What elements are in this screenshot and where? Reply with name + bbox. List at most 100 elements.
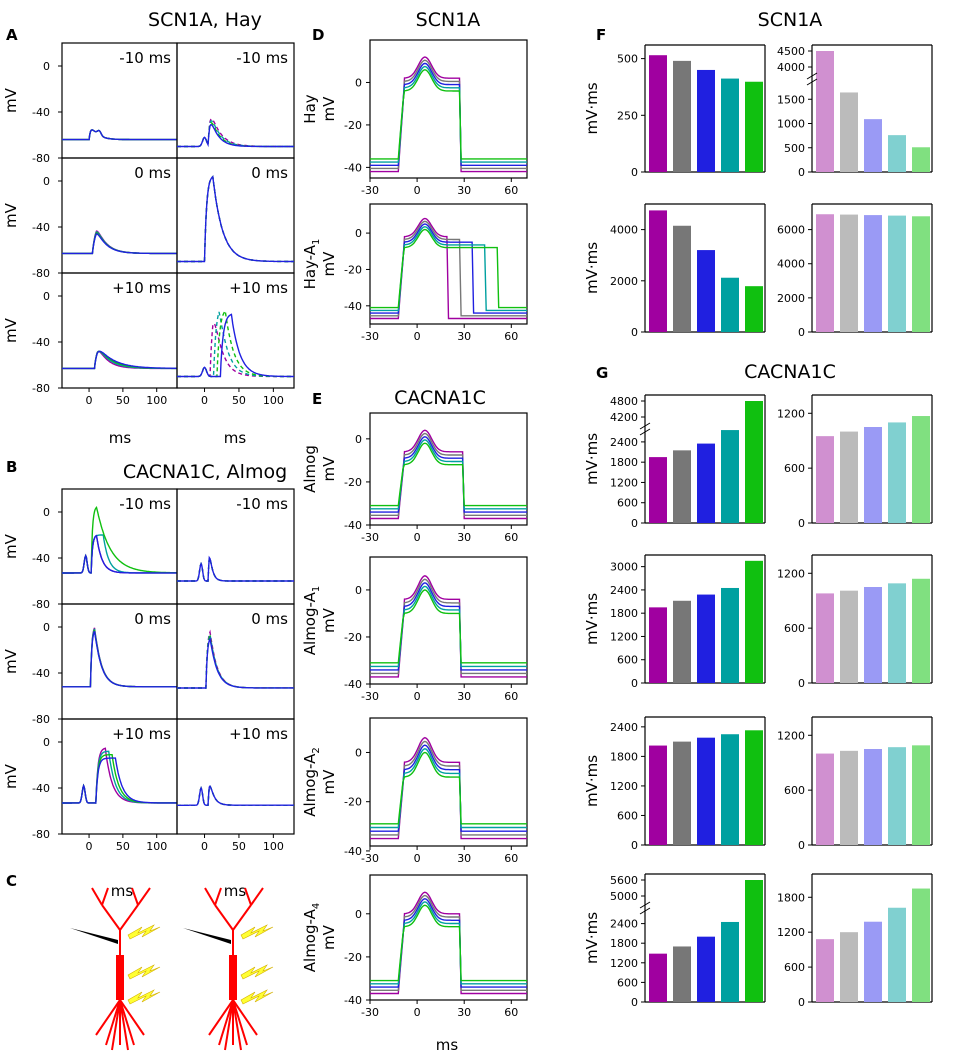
x-tick-label: 0 <box>414 852 421 865</box>
trace-0 <box>177 629 294 689</box>
y-tick-label: 0 <box>631 166 638 179</box>
bar-4 <box>745 560 763 683</box>
soma <box>116 955 124 1000</box>
dendrite-9 <box>208 999 234 1036</box>
x-tick-label: 60 <box>504 690 518 703</box>
y-tick-label: 0 <box>43 60 50 73</box>
y-tick-label: -20 <box>344 476 362 489</box>
y-axis-label: mV <box>320 769 338 795</box>
trace-1 <box>177 555 294 582</box>
panel-b-traces: -10 ms 0 -40 -80 mV -10 ms 0 ms 0 -40 -80 mV 0 ms +1… <box>2 488 295 853</box>
y-tick-label: -80 <box>32 713 50 726</box>
trace-0 <box>62 350 177 370</box>
trace-0 <box>177 175 294 263</box>
trace-0 <box>370 891 527 995</box>
dendrite-7 <box>105 999 121 1046</box>
x-axis-label: ms <box>436 1036 459 1054</box>
bar-4 <box>912 147 930 172</box>
x-tick-label: -30 <box>361 690 379 703</box>
x-tick-label: 0 <box>414 690 421 703</box>
y-tick-label: 4000 <box>610 224 638 237</box>
panel-letter-b: B <box>6 458 17 476</box>
trace-3 <box>370 748 527 829</box>
dendrite-4 <box>214 887 222 906</box>
y-tick-label: 250 <box>617 109 638 122</box>
trace-2 <box>370 223 527 314</box>
y-axis-label: mV <box>2 202 20 228</box>
trace-2 <box>177 122 294 148</box>
bar-1 <box>840 932 858 1002</box>
y-tick-label: 600 <box>784 622 805 635</box>
trace-axes-d0 <box>369 39 528 179</box>
bar-2 <box>864 215 882 332</box>
dendrite-7 <box>218 999 234 1046</box>
trace-2 <box>370 897 527 988</box>
bar-3 <box>721 921 739 1002</box>
bar-0 <box>816 436 834 523</box>
y-tick-label: 0 <box>631 996 638 1009</box>
y-axis-label: mV <box>2 87 20 113</box>
panel-a-traces: -10 ms 0 -40 -80 mV -10 ms 0 ms 0 -40 -80 mV 0 ms +1… <box>2 42 295 447</box>
bar-4 <box>912 578 930 683</box>
dendrite-1 <box>101 904 121 931</box>
trace-0 <box>62 534 177 574</box>
y-tick-label: -40 <box>344 300 362 313</box>
dendrite-3 <box>204 887 216 906</box>
panel-c-ms-label-right: ms <box>224 882 247 900</box>
trace-1 <box>177 120 294 148</box>
trace-2 <box>177 785 294 806</box>
y-tick-label: -20 <box>344 119 362 132</box>
y-tick-label: 0 <box>355 227 362 240</box>
panel-d-title: SCN1A <box>416 9 481 31</box>
y-axis-label: mV <box>2 317 20 343</box>
trace-2 <box>177 634 294 689</box>
y-tick-label: 5000 <box>610 890 638 903</box>
shift-label: 0 ms <box>134 164 171 182</box>
bar-2 <box>697 69 715 172</box>
trace-2 <box>370 582 527 671</box>
trace-0 <box>370 56 527 173</box>
x-tick-label: 50 <box>116 840 130 853</box>
trace-2 <box>62 506 177 574</box>
stimulus-bolt-2 <box>127 989 161 1005</box>
bar-3 <box>888 747 906 845</box>
stimulus-bolt-1 <box>127 964 161 980</box>
bar-0 <box>649 55 667 173</box>
bar-4 <box>912 416 930 523</box>
bar-3 <box>721 277 739 332</box>
y-tick-label: 2400 <box>610 436 638 449</box>
electrode <box>183 928 231 944</box>
x-tick-label: 0 <box>414 1006 421 1019</box>
y-tick-label: -40 <box>344 845 362 858</box>
x-axis-label: ms <box>224 429 247 447</box>
bar-1 <box>673 60 691 172</box>
y-tick-label: 0 <box>43 736 50 749</box>
axis-break <box>639 901 651 915</box>
bar-1 <box>840 214 858 332</box>
trace-0 <box>370 575 527 678</box>
x-tick-label: 0 <box>414 531 421 544</box>
y-tick-label: 600 <box>617 497 638 510</box>
shift-label: +10 ms <box>229 279 288 297</box>
shift-label: +10 ms <box>112 725 171 743</box>
trace-3 <box>62 757 177 804</box>
neuron-sketch-right <box>183 887 274 1051</box>
x-tick-label: -30 <box>361 184 379 197</box>
trace-1 <box>370 220 527 317</box>
shift-label: -10 ms <box>119 495 171 513</box>
trace-1 <box>370 432 527 516</box>
y-tick-label: 0 <box>43 290 50 303</box>
y-tick-label: 0 <box>798 677 805 690</box>
dendrite-10 <box>119 999 145 1036</box>
y-tick-label: -20 <box>344 263 362 276</box>
trace-4 <box>370 589 527 664</box>
x-tick-label: 30 <box>457 184 471 197</box>
x-tick-label: 0 <box>86 840 93 853</box>
y-tick-label: 1200 <box>610 630 638 643</box>
bar-0 <box>649 953 667 1002</box>
y-tick-label: -40 <box>32 552 50 565</box>
trace-0 <box>370 217 527 320</box>
y-axis-label: mV·ms <box>583 82 601 134</box>
